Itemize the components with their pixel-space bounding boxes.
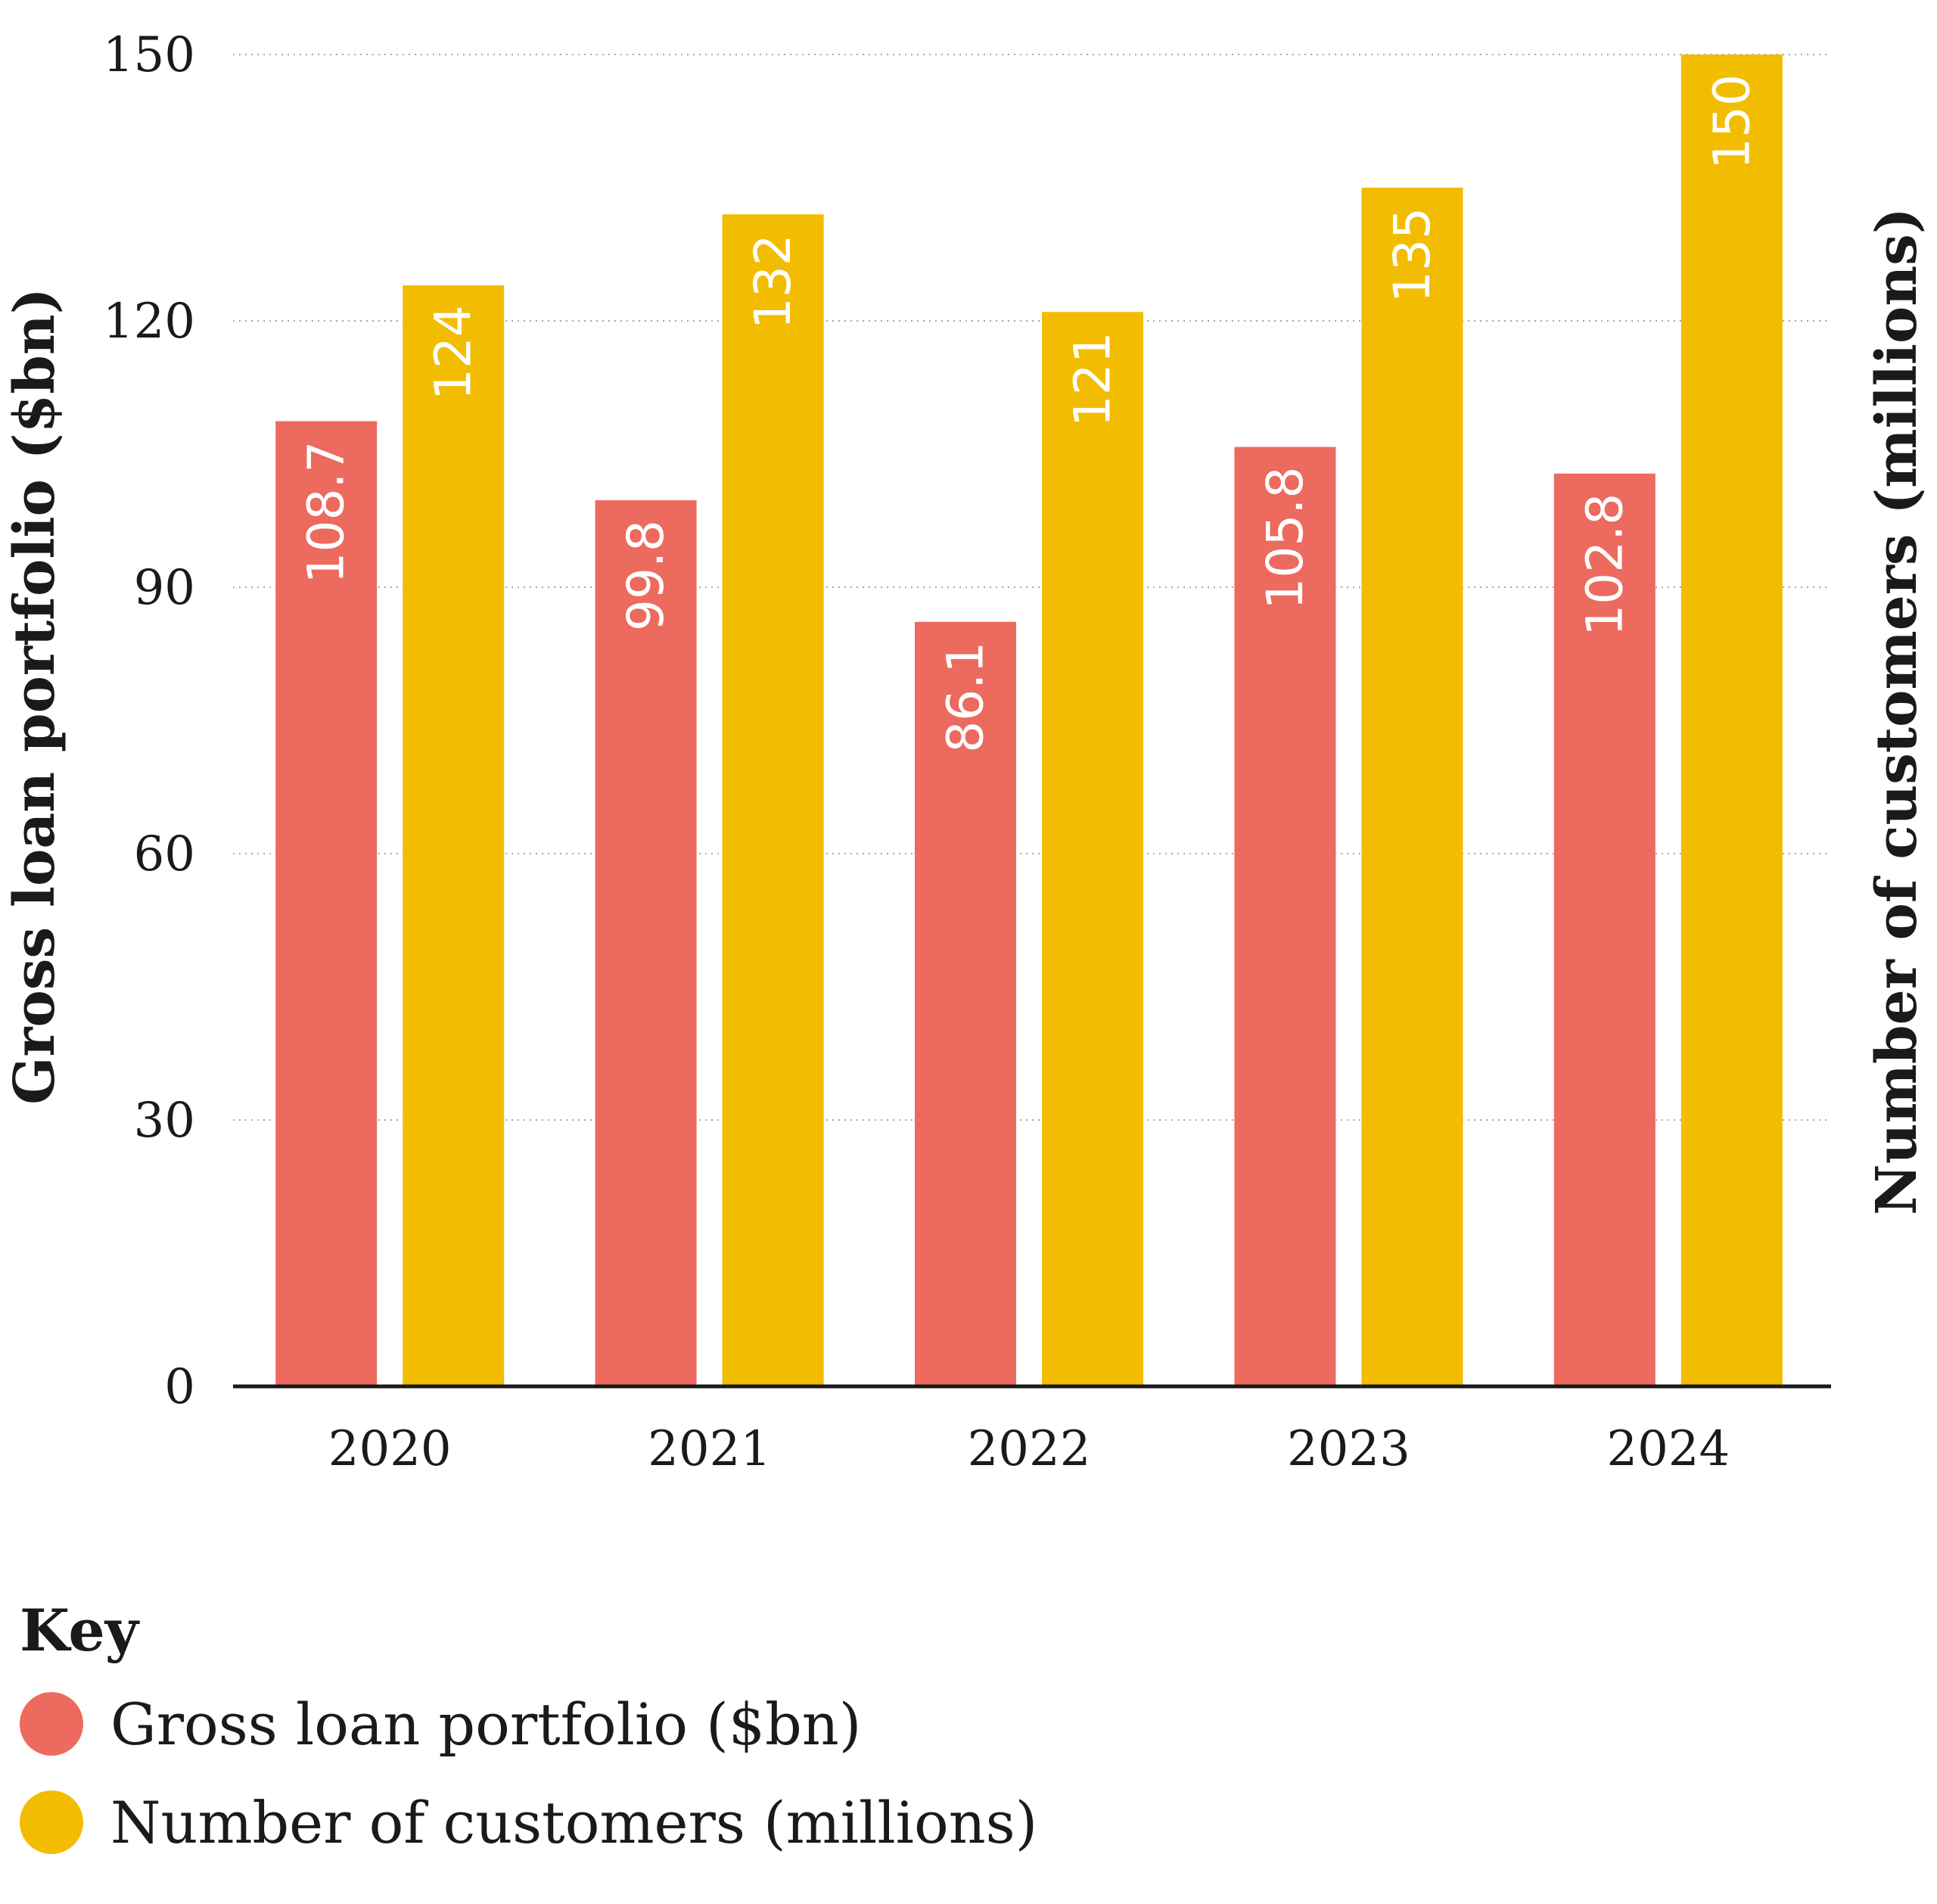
- x-tick-label: 2021: [648, 1421, 771, 1477]
- bar-value-label: 86.1: [937, 642, 995, 753]
- bar-value-label: 105.8: [1256, 467, 1314, 610]
- x-tick-label: 2022: [968, 1421, 1091, 1477]
- legend-item-customers: Number of customers (millions): [20, 1773, 1037, 1871]
- bar-customers: [403, 285, 505, 1387]
- bar-gross-loan: [915, 621, 1016, 1386]
- bar-gross-loan: [1234, 446, 1336, 1387]
- y-tick-label: 120: [103, 294, 195, 350]
- bars: 108.7 124 99.8 132 86.1 121 105.8 135 102.8 150: [275, 54, 1783, 1387]
- bar-customers: [722, 214, 824, 1387]
- x-axis-ticks: 2020 2021 2022 2023 2024: [328, 1421, 1730, 1477]
- legend-title: Key: [20, 1597, 138, 1664]
- y-axis-left-title: Gross loan portfolio ($bn): [2, 288, 67, 1104]
- bar-value-label: 124: [424, 305, 483, 400]
- legend-swatch-customers: [20, 1790, 83, 1854]
- legend-item-gross-loan: Gross loan portfolio ($bn): [20, 1675, 1037, 1773]
- bar-value-label: 135: [1383, 207, 1441, 303]
- x-tick-label: 2020: [328, 1421, 452, 1477]
- y-axis-ticks: 0 30 60 90 120 150: [103, 27, 195, 1415]
- y-tick-label: 0: [164, 1359, 195, 1415]
- bar-value-label: 121: [1064, 331, 1122, 427]
- bar-value-label: 150: [1702, 74, 1761, 170]
- x-tick-label: 2024: [1606, 1421, 1730, 1477]
- bar-value-label: 102.8: [1575, 493, 1634, 636]
- bar-gross-loan: [1553, 473, 1656, 1386]
- legend: Key Gross loan portfolio ($bn) Number of…: [20, 1597, 1037, 1871]
- bar-value-label: 99.8: [617, 520, 675, 631]
- legend-swatch-gross-loan: [20, 1692, 83, 1756]
- y-tick-label: 30: [134, 1093, 195, 1149]
- bar-value-label: 132: [744, 234, 802, 329]
- bar-customers: [1680, 54, 1783, 1386]
- y-axis-right-title: Number of customers (millions): [1864, 207, 1929, 1215]
- y-tick-label: 60: [134, 826, 195, 882]
- legend-label-customers: Number of customers (millions): [110, 1788, 1038, 1856]
- bar-customers: [1042, 312, 1143, 1387]
- legend-label-gross-loan: Gross loan portfolio ($bn): [110, 1690, 862, 1758]
- bar-customers: [1361, 188, 1463, 1386]
- y-tick-label: 90: [134, 560, 195, 616]
- bar-chart: 0 30 60 90 120 150 108.7 124 99.8 132 86.1 121 105.…: [2, 27, 1929, 1477]
- y-tick-label: 150: [103, 27, 195, 83]
- x-tick-label: 2023: [1287, 1421, 1410, 1477]
- bar-gross-loan: [595, 500, 697, 1386]
- bar-value-label: 108.7: [297, 441, 356, 584]
- bar-gross-loan: [275, 421, 378, 1386]
